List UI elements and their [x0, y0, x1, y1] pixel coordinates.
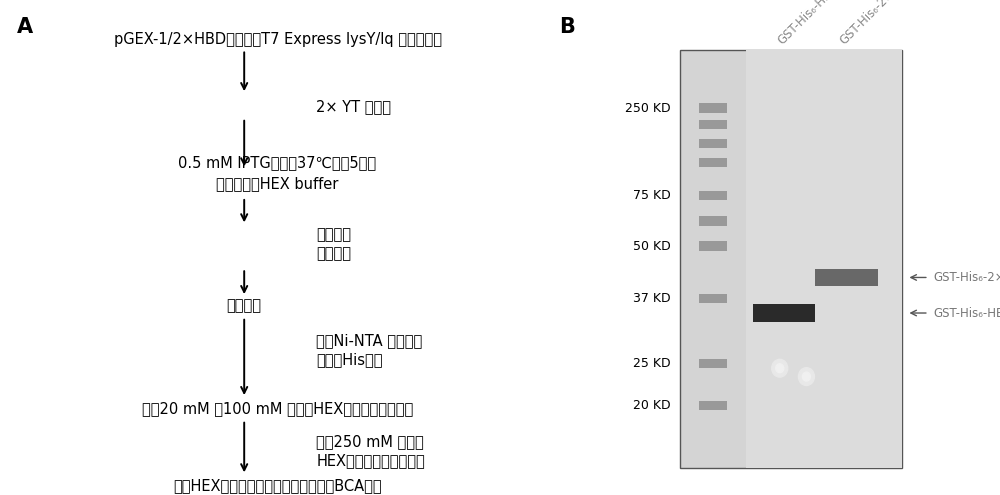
Text: A: A — [17, 17, 33, 37]
Bar — [699, 120, 727, 129]
Bar — [699, 158, 727, 167]
Text: GST-His₆-HBD: GST-His₆-HBD — [775, 0, 841, 47]
Circle shape — [772, 359, 788, 377]
Text: 细菌收集到HEX buffer: 细菌收集到HEX buffer — [216, 177, 339, 192]
Text: 37 KD: 37 KD — [633, 292, 671, 305]
Circle shape — [776, 364, 784, 373]
Bar — [746, 50, 902, 468]
Bar — [699, 103, 727, 113]
Text: 使用Ni-NTA 磁珠结合: 使用Ni-NTA 磁珠结合 — [316, 333, 423, 348]
Text: 0.5 mM IPTG诱导，37℃培养5小时: 0.5 mM IPTG诱导，37℃培养5小时 — [178, 155, 377, 170]
Text: 75 KD: 75 KD — [633, 190, 671, 202]
Text: 收集上清: 收集上清 — [227, 298, 262, 313]
Text: 含有250 mM 咪唑的: 含有250 mM 咪唑的 — [316, 434, 424, 449]
Bar — [699, 358, 727, 368]
Bar — [815, 269, 878, 286]
Text: 含有20 mM 和100 mM 咪唑的HEX缓冲液洗去杂蛋白: 含有20 mM 和100 mM 咪唑的HEX缓冲液洗去杂蛋白 — [142, 401, 413, 416]
Text: 25 KD: 25 KD — [633, 357, 671, 370]
Text: 高压破碎: 高压破碎 — [316, 228, 351, 243]
Bar — [753, 303, 815, 322]
Text: HEX缓冲液纯化目的蛋白: HEX缓冲液纯化目的蛋白 — [316, 453, 425, 468]
Text: GST-His₆-2×HBD: GST-His₆-2×HBD — [933, 271, 1000, 284]
Circle shape — [802, 372, 810, 381]
Text: 250 KD: 250 KD — [625, 101, 671, 114]
Bar — [680, 50, 902, 468]
Circle shape — [798, 368, 814, 386]
Text: GST-His₆-2×HBD: GST-His₆-2×HBD — [837, 0, 916, 47]
Text: 2× YT 培养基: 2× YT 培养基 — [316, 99, 391, 114]
Bar — [699, 216, 727, 226]
Text: GST-His₆-HBD: GST-His₆-HBD — [933, 306, 1000, 319]
Text: 50 KD: 50 KD — [633, 240, 671, 252]
Text: 高速离心: 高速离心 — [316, 247, 351, 261]
Bar — [699, 294, 727, 303]
Text: pGEX-1/2×HBD质粒转化T7 Express lysY/lq 感受态细胞: pGEX-1/2×HBD质粒转化T7 Express lysY/lq 感受态细胞 — [114, 32, 442, 47]
Text: 20 KD: 20 KD — [633, 399, 671, 412]
Text: B: B — [559, 17, 575, 37]
Bar — [699, 401, 727, 410]
Bar — [699, 139, 727, 148]
Bar — [699, 242, 727, 250]
Text: 蛋白的His标签: 蛋白的His标签 — [316, 352, 383, 367]
Text: 使用HEX缓冲液透析，纯化的蛋白使用BCA定量: 使用HEX缓冲液透析，纯化的蛋白使用BCA定量 — [173, 479, 382, 494]
Bar — [699, 191, 727, 200]
